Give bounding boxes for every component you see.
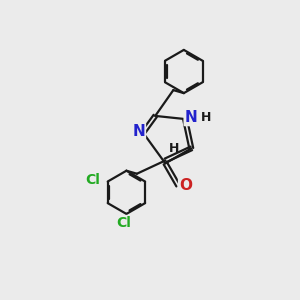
Text: H: H — [201, 111, 211, 124]
Text: Cl: Cl — [116, 216, 131, 230]
Text: Cl: Cl — [85, 173, 100, 187]
Text: O: O — [179, 178, 192, 193]
Text: N: N — [185, 110, 197, 125]
Text: N: N — [132, 124, 145, 139]
Text: H: H — [169, 142, 179, 155]
